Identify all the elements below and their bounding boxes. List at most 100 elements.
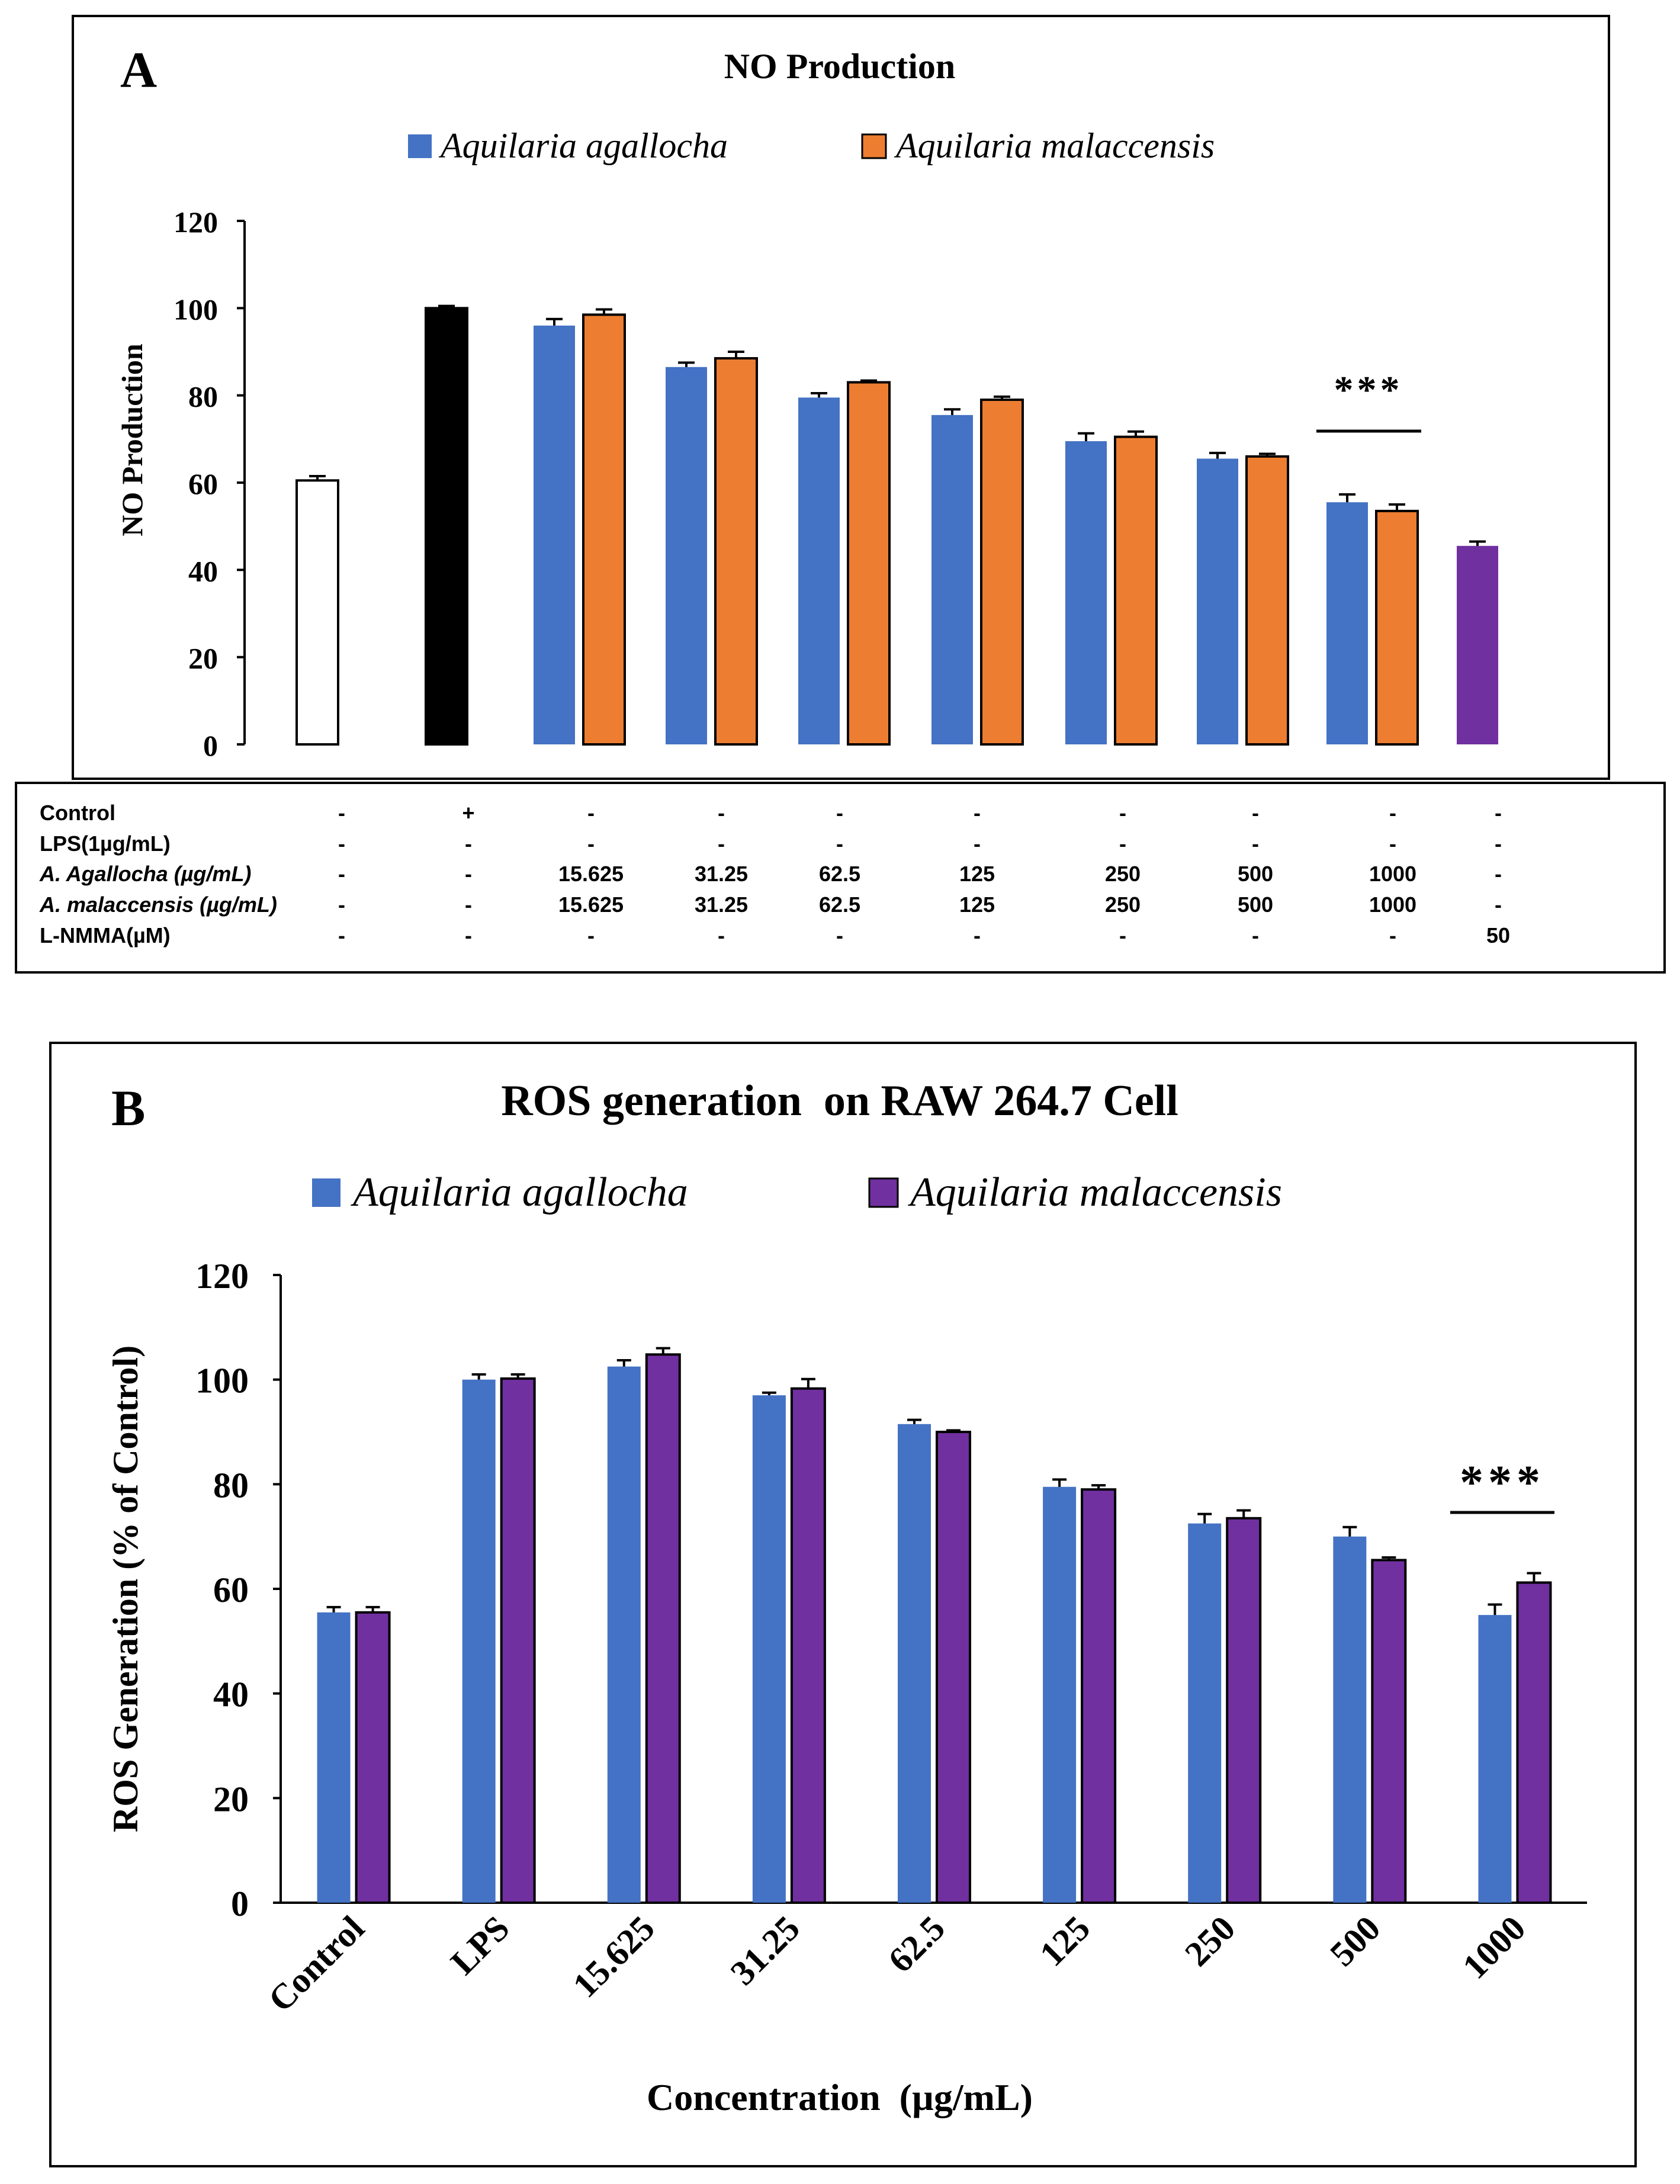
- treatment-row-label: A. Agallocha (µg/mL): [39, 862, 251, 886]
- chart-b-bar: [645, 1353, 681, 1904]
- chart-b-bars: [317, 1347, 1552, 1904]
- treatment-row-label: Control: [40, 801, 115, 825]
- treatment-cell: -: [718, 923, 725, 948]
- chart-a-bar: [666, 367, 707, 744]
- chart-a-bar: [534, 325, 575, 744]
- treatment-cell: 500: [1238, 892, 1273, 917]
- chart-a-bar: [425, 307, 468, 746]
- treatment-row-label: LPS(1µg/mL): [40, 831, 171, 856]
- chart-b-y-label: ROS Generation (% of Control): [106, 1345, 145, 1832]
- legend-b-swatch-malaccensis: [868, 1177, 899, 1208]
- chart-a-bar: [1375, 509, 1419, 746]
- chart-b-y-tick-label: 120: [195, 1257, 249, 1296]
- treatment-cell: -: [1252, 923, 1259, 948]
- treatment-cell: -: [1495, 862, 1502, 886]
- treatment-cell: -: [718, 831, 725, 856]
- treatment-cell: -: [1119, 831, 1126, 856]
- treatment-cell: 31.25: [695, 862, 748, 886]
- treatment-cell: -: [587, 801, 595, 825]
- chart-b-bar: [355, 1611, 391, 1904]
- chart-a-bar: [1065, 441, 1107, 744]
- treatment-cell: -: [1119, 923, 1126, 948]
- legend-a-swatch-agallocha: [408, 134, 432, 158]
- treatment-row-label: L-NMMA(µM): [40, 923, 171, 948]
- chart-b-bar: [936, 1431, 971, 1904]
- chart-b-bar: [1371, 1559, 1407, 1904]
- treatment-cell: +: [462, 801, 474, 825]
- treatment-cell: -: [1495, 831, 1502, 856]
- treatment-cell: -: [338, 892, 345, 917]
- chart-b-title: ROS generation on RAW 264.7 Cell: [501, 1077, 1178, 1125]
- chart-a-y-tick-label: 120: [174, 205, 218, 239]
- treatment-cell: -: [836, 801, 843, 825]
- chart-a-title: NO Production: [724, 47, 956, 86]
- treatment-cell: 1000: [1369, 892, 1416, 917]
- chart-b-y-tick-label: 40: [213, 1675, 249, 1714]
- chart-b-bar: [317, 1612, 351, 1903]
- treatment-cell: -: [1389, 923, 1396, 948]
- treatment-cell: 1000: [1369, 862, 1416, 886]
- chart-b-bar: [790, 1387, 826, 1904]
- chart-b-y-tick-label: 80: [213, 1466, 249, 1505]
- chart-a-bar: [847, 381, 891, 746]
- legend-a: Aquilaria agallocha Aquilaria malaccensi…: [408, 126, 1215, 165]
- chart-b-bar: [1043, 1486, 1077, 1903]
- treatment-cell: 500: [1238, 862, 1273, 886]
- chart-b-y-ticks: 0 20 40 60 80 100 120: [195, 1257, 281, 1923]
- legend-b-swatch-agallocha: [312, 1178, 341, 1207]
- chart-a-bar: [295, 479, 339, 746]
- legend-a-swatch-malaccensis: [861, 133, 887, 159]
- chart-a-y-tick-label: 80: [188, 380, 218, 413]
- treatment-cell: -: [338, 801, 345, 825]
- treatment-cell: 125: [959, 892, 995, 917]
- chart-b-bar: [1081, 1488, 1117, 1904]
- treatment-table-rows: Control - + - - - - - - - - LPS(1µg/mL) - - - - - - - - - - A.…: [39, 801, 1510, 948]
- treatment-cell: -: [465, 862, 472, 886]
- treatment-cell: -: [1495, 892, 1502, 917]
- chart-a-y-tick-label: 0: [203, 729, 218, 762]
- treatment-cell: -: [587, 923, 595, 948]
- treatment-cell: -: [974, 801, 981, 825]
- chart-a-bar: [1457, 545, 1498, 744]
- chart-a-bar: [1326, 502, 1368, 744]
- treatment-cell: -: [1389, 801, 1396, 825]
- chart-a-y-tick-label: 100: [174, 293, 218, 326]
- treatment-cell: -: [1252, 831, 1259, 856]
- chart-a-bars: [295, 304, 1498, 746]
- treatment-cell: -: [1389, 831, 1396, 856]
- chart-a-y-label: NO Production: [115, 343, 149, 537]
- chart-b-y-tick-label: 20: [213, 1780, 249, 1819]
- treatment-cell: 62.5: [819, 862, 860, 886]
- chart-a-y-tick-label: 40: [188, 554, 218, 587]
- chart-a-bar: [714, 357, 758, 746]
- treatment-cell: 50: [1486, 923, 1510, 948]
- chart-b-bar: [1226, 1517, 1262, 1904]
- chart-a-bar: [798, 397, 840, 744]
- treatment-cell: 250: [1105, 892, 1141, 917]
- panel-a-letter: A: [120, 41, 157, 98]
- panel-a: A NO Production Aquilaria agallocha Aqui…: [72, 15, 1610, 780]
- treatment-cell: -: [338, 831, 345, 856]
- treatment-cell: -: [1119, 801, 1126, 825]
- treatment-cell: -: [718, 801, 725, 825]
- chart-b-y-tick-label: 100: [195, 1361, 249, 1401]
- chart-b-bar: [1333, 1536, 1367, 1903]
- treatment-cell: -: [338, 923, 345, 948]
- treatment-row-label: A. malaccensis (µg/mL): [39, 892, 277, 917]
- treatment-cell: -: [465, 892, 472, 917]
- treatment-cell: -: [465, 923, 472, 948]
- chart-a-bar: [1245, 455, 1289, 746]
- chart-b-bar: [607, 1366, 641, 1903]
- legend-a-label-malaccensis: Aquilaria malaccensis: [894, 126, 1215, 165]
- chart-b-y-tick-label: 60: [213, 1570, 249, 1610]
- chart-b-x-label: Concentration (µg/mL): [647, 2076, 1033, 2118]
- chart-a-y-tick-label: 60: [188, 467, 218, 500]
- chart-a-bar: [980, 399, 1024, 746]
- legend-a-label-agallocha: Aquilaria agallocha: [438, 126, 728, 165]
- chart-b-bar: [1478, 1615, 1512, 1903]
- treatment-cell: -: [974, 831, 981, 856]
- treatment-cell: -: [974, 923, 981, 948]
- legend-b: Aquilaria agallocha Aquilaria malaccensi…: [312, 1170, 1282, 1215]
- legend-b-label-malaccensis: Aquilaria malaccensis: [908, 1170, 1282, 1215]
